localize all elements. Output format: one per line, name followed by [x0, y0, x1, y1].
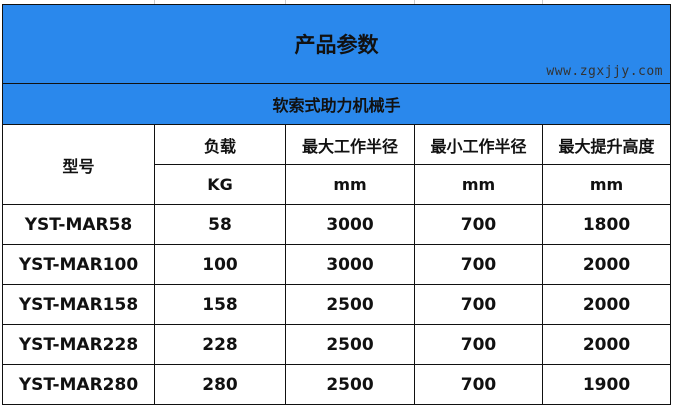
table-row: YST-MAR100 100 3000 700 2000 [2, 244, 671, 285]
table-row: YST-MAR158 158 2500 700 2000 [2, 284, 671, 325]
value-cell: 2000 [542, 244, 671, 285]
value-cell: 228 [154, 324, 286, 365]
value-cell: 700 [414, 284, 543, 325]
model-cell: YST-MAR100 [2, 244, 155, 285]
value-cell: 3000 [285, 244, 415, 285]
value-cell: 1900 [542, 364, 671, 405]
value-cell: 1800 [542, 204, 671, 245]
table-subtitle: 软索式助力机械手 [2, 83, 671, 125]
value-cell: 2500 [285, 284, 415, 325]
value-cell: 2000 [542, 284, 671, 325]
value-cell: 700 [414, 244, 543, 285]
value-cell: 700 [414, 364, 543, 405]
watermark: www.zgxjjy.com [546, 64, 663, 79]
header-label: 负载 [154, 124, 286, 165]
product-params-table: 产品参数 软索式助力机械手 型号 负载 最大工作半径 最小工作半径 最大提升高度… [2, 4, 671, 405]
header-unit: mm [414, 164, 543, 205]
model-cell: YST-MAR280 [2, 364, 155, 405]
model-cell: YST-MAR58 [2, 204, 155, 245]
header-label: 最大工作半径 [285, 124, 415, 165]
header-model: 型号 [2, 124, 155, 205]
value-cell: 2500 [285, 364, 415, 405]
value-cell: 58 [154, 204, 286, 245]
header-label: 最小工作半径 [414, 124, 543, 165]
header-unit: mm [542, 164, 671, 205]
background-grid [0, 0, 673, 5]
value-cell: 2500 [285, 324, 415, 365]
value-cell: 700 [414, 204, 543, 245]
table-row: YST-MAR58 58 3000 700 1800 [2, 204, 671, 245]
table-row: YST-MAR280 280 2500 700 1900 [2, 364, 671, 405]
value-cell: 100 [154, 244, 286, 285]
value-cell: 3000 [285, 204, 415, 245]
table-row: YST-MAR228 228 2500 700 2000 [2, 324, 671, 365]
model-cell: YST-MAR228 [2, 324, 155, 365]
value-cell: 700 [414, 324, 543, 365]
value-cell: 280 [154, 364, 286, 405]
header-label: 最大提升高度 [542, 124, 671, 165]
model-cell: YST-MAR158 [2, 284, 155, 325]
header-unit: KG [154, 164, 286, 205]
header-unit: mm [285, 164, 415, 205]
value-cell: 158 [154, 284, 286, 325]
value-cell: 2000 [542, 324, 671, 365]
